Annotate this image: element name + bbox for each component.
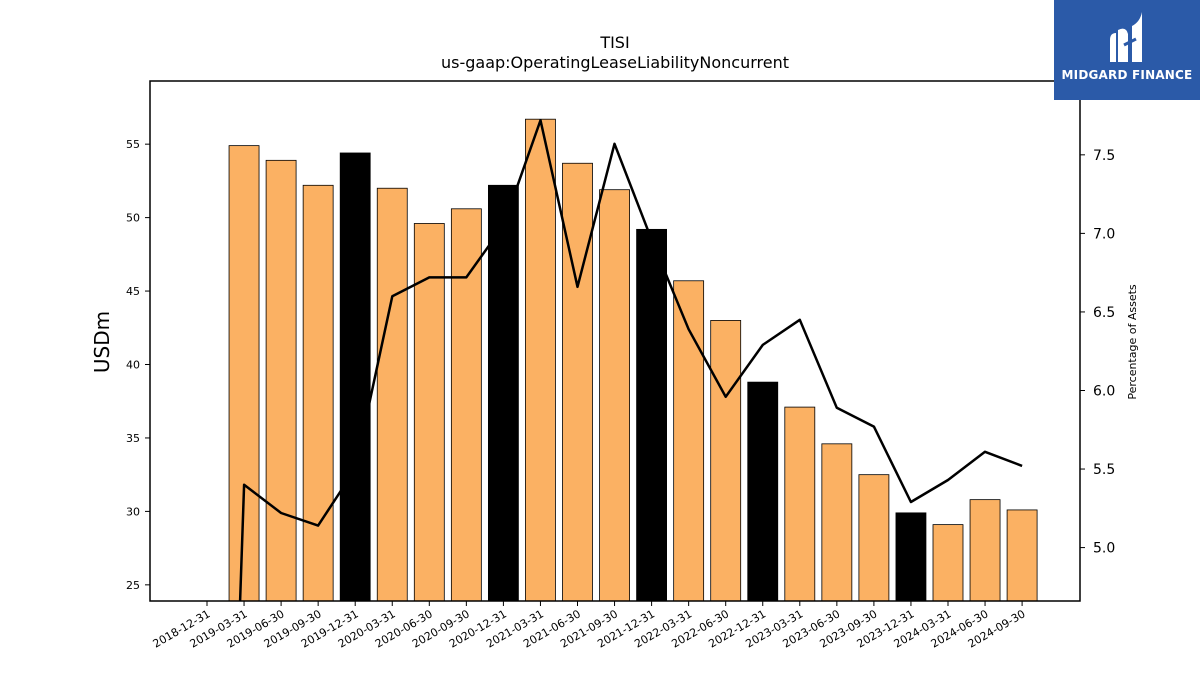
line-series-percentage	[238, 119, 1023, 602]
bar-2020-09-30	[450, 208, 482, 602]
y-tick-label: 30	[126, 505, 140, 518]
y-right-tick-label: 5.0	[1093, 541, 1115, 557]
bar-2021-12-31	[636, 228, 667, 602]
y-axis-right-label: Percentage of Assets	[1126, 284, 1139, 400]
bar-2024-03-31	[932, 524, 964, 602]
y-right-tick-label: 7.0	[1093, 226, 1115, 242]
y-tick-label: 25	[126, 579, 140, 592]
bar-2023-03-31	[784, 406, 816, 602]
bar-2024-06-30	[969, 499, 1001, 602]
y-tick-label: 40	[126, 359, 140, 372]
logo-mark-icon	[1110, 12, 1142, 63]
bar-2024-09-30	[1006, 509, 1038, 602]
bar-2020-03-31	[376, 187, 408, 602]
y-tick-label: 35	[126, 432, 140, 445]
brand-logo: MIDGARD FINANCE	[1054, 0, 1200, 100]
bar-2019-06-30	[265, 159, 297, 602]
bar-2023-12-31	[895, 512, 927, 602]
bar-2019-03-31	[228, 145, 260, 602]
y-right-tick-label: 6.5	[1093, 305, 1115, 321]
bar-2020-12-31	[487, 184, 519, 602]
bar-2019-09-30	[302, 184, 334, 602]
bar-2021-09-30	[599, 189, 630, 602]
bar-2021-06-30	[562, 162, 593, 602]
bars-layer	[228, 118, 1038, 602]
y-right-tick-label: 7.5	[1093, 148, 1115, 164]
chart-title: TISI	[599, 33, 629, 52]
bar-2022-06-30	[710, 320, 742, 602]
bar-2023-09-30	[858, 474, 890, 602]
chart-subtitle: us-gaap:OperatingLeaseLiabilityNoncurren…	[441, 53, 789, 72]
y-tick-label: 45	[126, 285, 140, 298]
bar-2020-06-30	[413, 223, 445, 602]
line-layer	[238, 119, 1023, 602]
bar-2021-03-31	[525, 118, 556, 602]
y-right-tick-label: 6.0	[1093, 383, 1115, 399]
y-tick-label: 55	[126, 138, 140, 151]
bar-2019-12-31	[339, 152, 371, 602]
bar-2022-12-31	[747, 381, 779, 602]
y-right-tick-label: 5.5	[1093, 462, 1115, 478]
y-axis-label: USDm	[90, 311, 114, 373]
bar-2023-06-30	[821, 443, 853, 602]
logo-text: MIDGARD FINANCE	[1061, 68, 1193, 82]
y-tick-label: 50	[126, 212, 140, 225]
